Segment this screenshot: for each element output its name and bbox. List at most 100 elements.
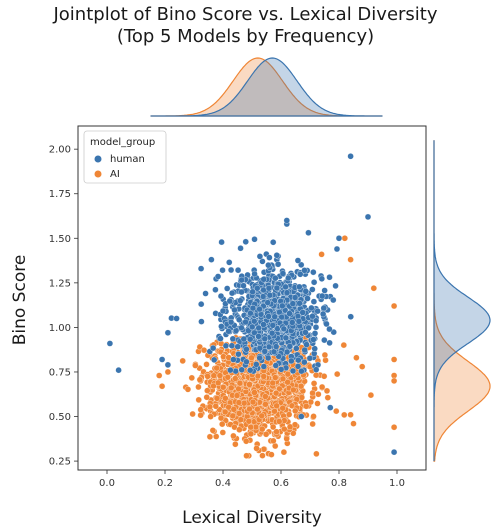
scatter-point-human [237, 245, 244, 252]
scatter-point-human [330, 328, 337, 336]
scatter-point-ai [220, 353, 227, 360]
scatter-point-ai [290, 430, 297, 437]
scatter-point-human [310, 336, 317, 343]
scatter-point-human [228, 342, 236, 349]
scatter-point-human [289, 367, 297, 375]
scatter-point-human [164, 361, 172, 369]
scatter-point-human [253, 361, 260, 368]
scatter-point-human [347, 153, 354, 160]
scatter-point-ai [359, 363, 366, 370]
scatter-point-ai [269, 423, 277, 431]
scatter-point-human [310, 279, 318, 286]
scatter-point-human [217, 335, 224, 342]
scatter-point-human [164, 329, 172, 336]
scatter-point-ai [390, 302, 398, 310]
scatter-point-ai [390, 372, 398, 379]
scatter-point-ai [254, 372, 262, 380]
scatter-point-human [279, 302, 286, 310]
scatter-point-ai [215, 379, 222, 387]
scatter-point-ai [367, 391, 375, 399]
scatter-point-ai [210, 382, 217, 390]
scatter-point-human [238, 288, 245, 296]
scatter-point-ai [253, 445, 260, 452]
scatter-point-ai [213, 364, 220, 372]
scatter-point-human [259, 258, 266, 265]
y-tick-label: 1.25 [49, 278, 71, 289]
x-tick-label: 0.4 [215, 478, 231, 489]
scatter-point-human [235, 351, 242, 358]
scatter-point-human [312, 366, 320, 373]
scatter-point-human [326, 274, 333, 281]
scatter-point-human [347, 313, 354, 320]
scatter-point-ai [156, 372, 163, 379]
scatter-point-ai [212, 403, 219, 410]
scatter-point-human [333, 245, 341, 253]
scatter-point-human [231, 306, 238, 314]
scatter-point-ai [370, 285, 377, 292]
scatter-point-human [305, 229, 312, 236]
scatter-point-ai [197, 406, 204, 413]
scatter-point-human [224, 285, 231, 292]
scatter-point-ai [341, 235, 348, 242]
scatter-point-human [308, 304, 315, 312]
scatter-point-ai [216, 372, 224, 379]
scatter-point-human [319, 310, 327, 318]
scatter-point-ai [235, 385, 242, 393]
scatter-point-ai [324, 394, 331, 401]
scatter-point-ai [243, 452, 250, 459]
scatter-point-human [283, 289, 291, 296]
scatter-point-human [286, 343, 294, 350]
scatter-point-human [260, 286, 267, 294]
scatter-point-ai [323, 387, 331, 395]
scatter-point-human [302, 329, 309, 336]
scatter-point-human [236, 316, 243, 323]
scatter-point-ai [321, 351, 329, 359]
scatter-point-ai [272, 389, 280, 397]
y-tick-label: 0.75 [49, 367, 71, 378]
scatter-point-ai [347, 256, 354, 263]
scatter-point-human [265, 262, 272, 269]
scatter-point-human [299, 309, 306, 316]
scatter-point-ai [270, 437, 277, 445]
scatter-point-ai [230, 406, 237, 413]
scatter-point-ai [209, 427, 217, 434]
scatter-point-human [211, 356, 218, 364]
scatter-point-human [265, 343, 273, 351]
scatter-point-human [319, 292, 326, 300]
scatter-point-ai [236, 426, 243, 433]
scatter-point-ai [315, 391, 322, 398]
x-tick-label: 0.8 [331, 478, 347, 489]
scatter-point-human [293, 345, 300, 352]
scatter-point-ai [276, 418, 283, 425]
scatter-point-human [282, 334, 290, 342]
scatter-point-human [227, 318, 235, 326]
scatter-point-human [326, 325, 333, 333]
scatter-point-ai [189, 410, 196, 418]
scatter-point-human [305, 324, 312, 332]
scatter-point-ai [233, 392, 241, 399]
scatter-point-ai [204, 387, 211, 394]
scatter-point-ai [284, 370, 292, 378]
scatter-point-human [298, 367, 305, 375]
scatter-point-human [234, 266, 242, 274]
scatter-point-ai [310, 380, 318, 387]
scatter-point-human [272, 274, 279, 282]
scatter-point-human [256, 305, 263, 313]
legend-label-human: human [110, 154, 145, 165]
scatter-point-human [251, 329, 258, 337]
scatter-point-human [288, 357, 295, 365]
scatter-point-human [247, 310, 254, 317]
scatter-point-ai [318, 251, 325, 258]
scatter-point-ai [204, 373, 211, 380]
top-marginal-kde [150, 57, 383, 117]
scatter-point-human [266, 292, 274, 299]
scatter-point-human [226, 259, 233, 266]
legend-marker-ai [94, 170, 102, 178]
scatter-point-ai [243, 438, 250, 445]
scatter-point-human [286, 310, 293, 317]
scatter-point-human [295, 318, 303, 325]
y-tick-label: 1.00 [49, 323, 71, 334]
scatter-point-human [302, 288, 309, 295]
scatter-point-ai [206, 433, 214, 440]
scatter-point-human [219, 267, 226, 274]
